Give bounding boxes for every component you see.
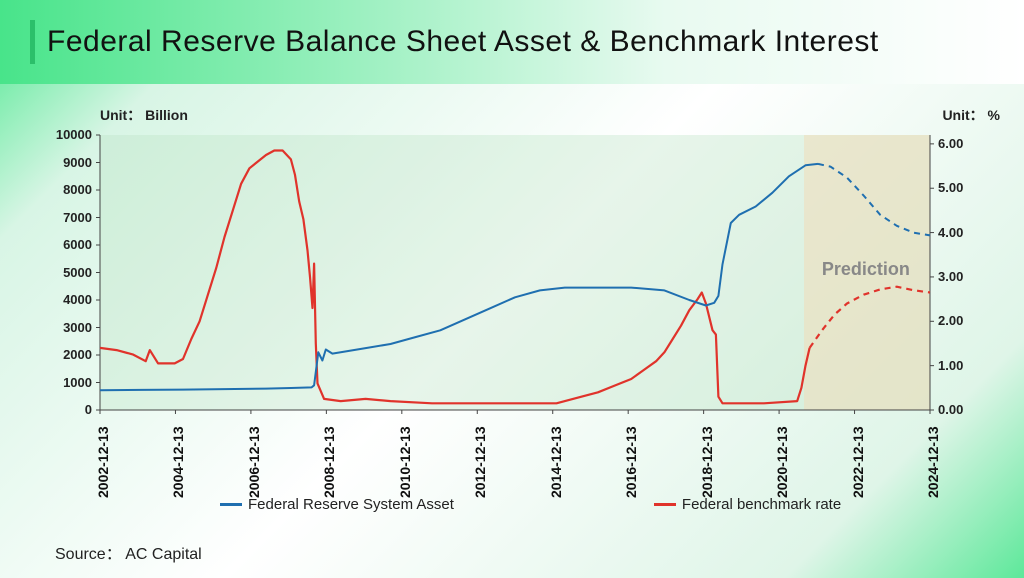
- legend-label-rate: Federal benchmark rate: [682, 496, 841, 513]
- x-tick: 2016-12-13: [623, 426, 639, 498]
- legend-item-asset: Federal Reserve System Asset: [220, 496, 454, 513]
- x-tick: 2012-12-13: [472, 426, 488, 498]
- title-bar: Federal Reserve Balance Sheet Asset & Be…: [0, 0, 1024, 84]
- source-text: Source： AC Capital: [55, 540, 202, 564]
- legend: Federal Reserve System Asset Federal ben…: [220, 496, 841, 513]
- x-tick: 2018-12-13: [699, 426, 715, 498]
- x-tick: 2022-12-13: [850, 426, 866, 498]
- legend-swatch-asset: [220, 503, 242, 506]
- prediction-label: Prediction: [822, 259, 910, 280]
- legend-label-asset: Federal Reserve System Asset: [248, 496, 454, 513]
- x-tick: 2020-12-13: [774, 426, 790, 498]
- x-tick: 2008-12-13: [321, 426, 337, 498]
- x-tick: 2024-12-13: [925, 426, 941, 498]
- x-tick: 2002-12-13: [95, 426, 111, 498]
- legend-item-rate: Federal benchmark rate: [654, 496, 841, 513]
- title-accent: [30, 20, 35, 64]
- x-tick: 2004-12-13: [170, 426, 186, 498]
- x-tick: 2010-12-13: [397, 426, 413, 498]
- legend-swatch-rate: [654, 503, 676, 506]
- page-title: Federal Reserve Balance Sheet Asset & Be…: [47, 25, 879, 59]
- chart: Unit： Billion Unit： % Prediction 0100020…: [30, 115, 990, 425]
- x-tick: 2006-12-13: [246, 426, 262, 498]
- x-tick: 2014-12-13: [548, 426, 564, 498]
